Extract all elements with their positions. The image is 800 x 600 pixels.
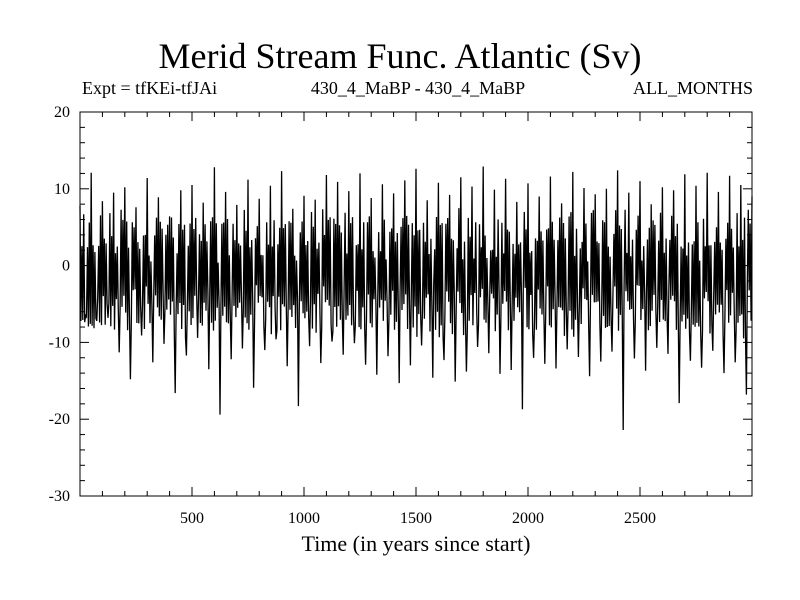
y-tick-label: 10	[54, 181, 70, 198]
x-axis-title: Time (in years since start)	[302, 531, 531, 556]
series-line	[79, 166, 753, 431]
experiment-label: Expt = tfKEi-tfJAi	[82, 78, 218, 98]
x-tick-label: 500	[180, 510, 204, 527]
comparison-label: 430_4_MaBP - 430_4_MaBP	[310, 78, 526, 98]
data-layer	[79, 166, 753, 431]
y-tick-label: -20	[49, 411, 70, 428]
x-tick-label: 1500	[400, 510, 432, 527]
x-tick-label: 2500	[624, 510, 656, 527]
y-tick-label: -10	[49, 334, 70, 351]
y-tick-label: -30	[49, 488, 70, 505]
months-label: ALL_MONTHS	[633, 78, 753, 98]
x-tick-label: 2000	[512, 510, 544, 527]
x-tick-label: 1000	[288, 510, 320, 527]
y-tick-label: 0	[62, 258, 70, 275]
plot-frame	[79, 111, 753, 497]
ticks-layer: 500 1000 1500 2000 2500 20 10 0 -10 -20 -30	[49, 104, 752, 527]
y-tick-label: 20	[54, 104, 70, 121]
chart-title: Merid Stream Func. Atlantic (Sv)	[158, 36, 642, 76]
